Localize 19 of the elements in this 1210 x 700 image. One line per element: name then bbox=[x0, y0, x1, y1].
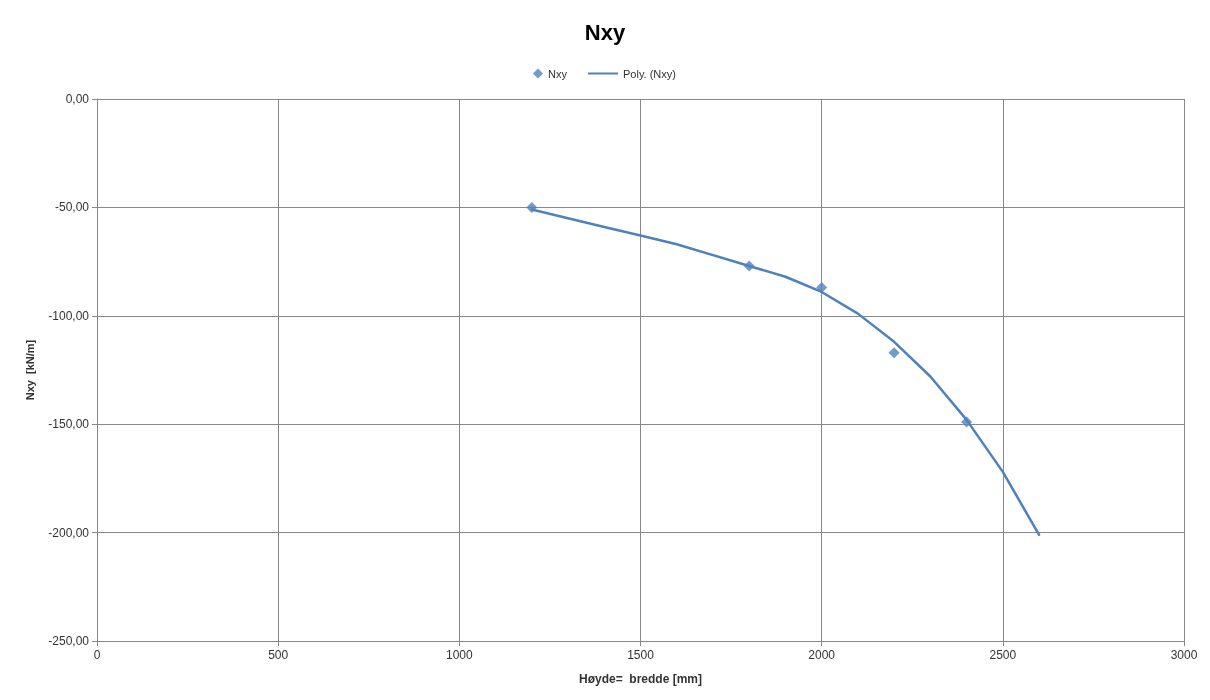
x-tick-label: 0 bbox=[93, 648, 101, 662]
legend-label: Nxy bbox=[548, 67, 568, 80]
x-tick-label: 1500 bbox=[627, 648, 655, 662]
y-tick-label: -50,00 bbox=[54, 200, 90, 215]
y-tick-label: -150,00 bbox=[48, 417, 90, 432]
point bbox=[888, 347, 900, 359]
y-tick-label: -100,00 bbox=[48, 308, 90, 323]
x-tick-label: 500 bbox=[268, 648, 289, 662]
chart-title: Nxy bbox=[584, 19, 626, 45]
y-axis-title: Nxy [kN/m] bbox=[23, 339, 36, 401]
x-tick-label: 2500 bbox=[989, 648, 1017, 662]
x-tick-label: 3000 bbox=[1170, 648, 1198, 662]
x-axis-title: Høyde= bredde [mm] bbox=[578, 672, 703, 686]
legend-label: Poly. (Nxy) bbox=[623, 67, 676, 80]
y-tick-label: -200,00 bbox=[48, 525, 90, 540]
y-tick-label: 0,00 bbox=[65, 92, 90, 106]
x-tick-label: 2000 bbox=[808, 648, 836, 662]
x-tick-label: 1000 bbox=[445, 648, 473, 662]
y-tick-label: -250,00 bbox=[48, 634, 90, 648]
